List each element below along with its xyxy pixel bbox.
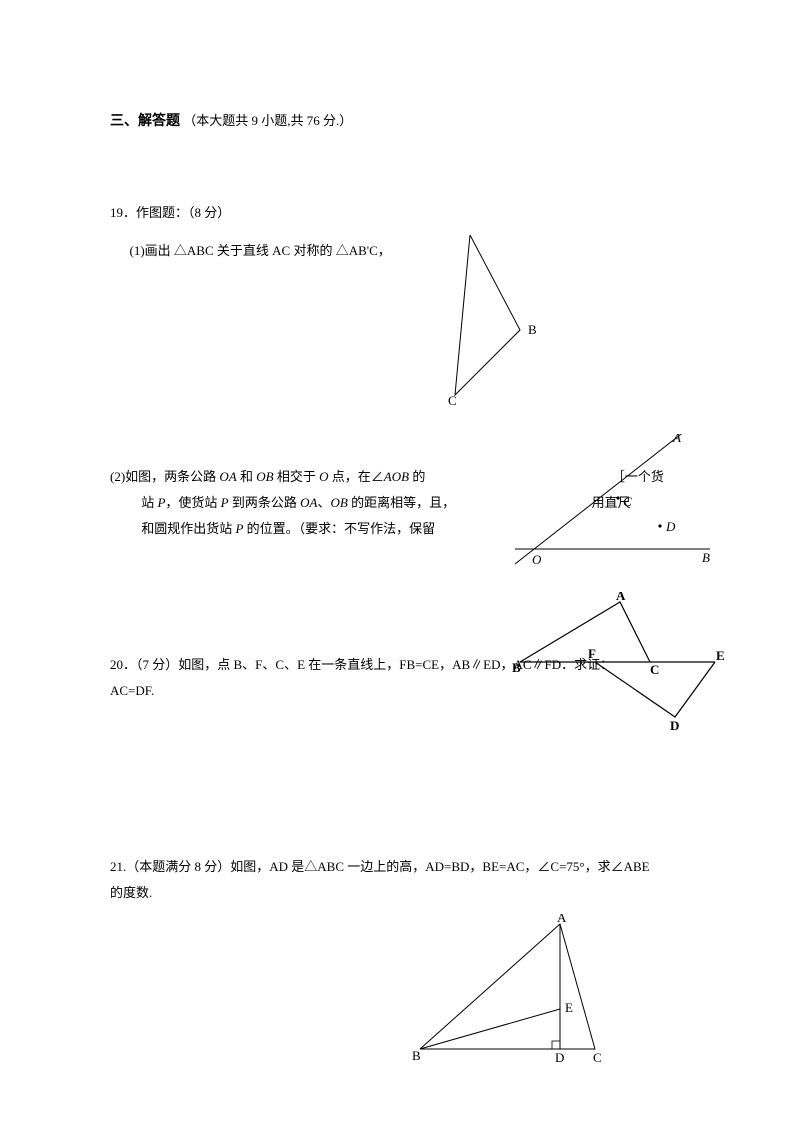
label-C: C (593, 1050, 602, 1064)
label-D: D (665, 519, 676, 534)
label-A: A (616, 592, 626, 603)
label-D: D (670, 718, 679, 732)
q19-p2-l1: (2)如图，两条公路 OA 和 OB 相交于 O 点，在∠AOB 的 (110, 469, 429, 484)
angle-aob-svg: A C D O B (510, 434, 730, 574)
q20-figure: A B F C E D (510, 592, 730, 732)
bowtie-svg: A B F C E D (510, 592, 730, 732)
q19-part1: (1)画出 △ABC 关于直线 AC 对称的 △AB'C， (110, 238, 700, 264)
label-F: F (588, 646, 596, 661)
section-header: 三、解答题 （本大题共 9 小题,共 76 分.） (110, 110, 700, 130)
section-label: 三、解答题 (110, 114, 180, 129)
q19-figure-2: A C D O B (510, 434, 730, 574)
label-B: B (528, 322, 537, 337)
triangle-abc21-svg: A B D C E (410, 914, 610, 1064)
label-C: C (448, 393, 457, 405)
q19-stem: 19．作图题：（8 分） (110, 200, 700, 226)
label-E: E (716, 648, 725, 663)
q21-stem-line1: 21.（本题满分 8 分）如图，AD 是△ABC 一边上的高，AD=BD，BE=… (110, 854, 700, 880)
question-20: A B F C E D 20．（7 分）如图，点 B、F、C、E 在一条直线上，… (110, 652, 700, 704)
label-B: B (412, 1048, 421, 1063)
q19-figure-1: A B C (410, 230, 550, 405)
label-B: B (702, 550, 710, 565)
label-C: C (650, 662, 659, 677)
label-D: D (555, 1050, 564, 1064)
triangle-abc-svg: A B C (410, 230, 550, 405)
label-O: O (532, 552, 542, 567)
page: 三、解答题 （本大题共 9 小题,共 76 分.） 19．作图题：（8 分） (… (0, 0, 800, 1132)
q19-part2: (2)如图，两条公路 OA 和 OB 相交于 O 点，在∠AOB 的 ［一个货 … (110, 464, 700, 542)
q21-figure: A B D C E (410, 914, 610, 1064)
q21-stem-line2: 的度数. (110, 880, 700, 906)
label-A: A (557, 914, 567, 925)
question-21: 21.（本题满分 8 分）如图，AD 是△ABC 一边上的高，AD=BD，BE=… (110, 854, 700, 906)
label-B: B (512, 660, 521, 675)
section-note: （本大题共 9 小题,共 76 分.） (183, 113, 352, 128)
label-A: A (465, 230, 475, 233)
label-C: C (623, 494, 632, 509)
label-A: A (672, 434, 681, 445)
question-19: 19．作图题：（8 分） (1)画出 △ABC 关于直线 AC 对称的 △AB'… (110, 200, 700, 542)
label-E: E (565, 1000, 573, 1015)
